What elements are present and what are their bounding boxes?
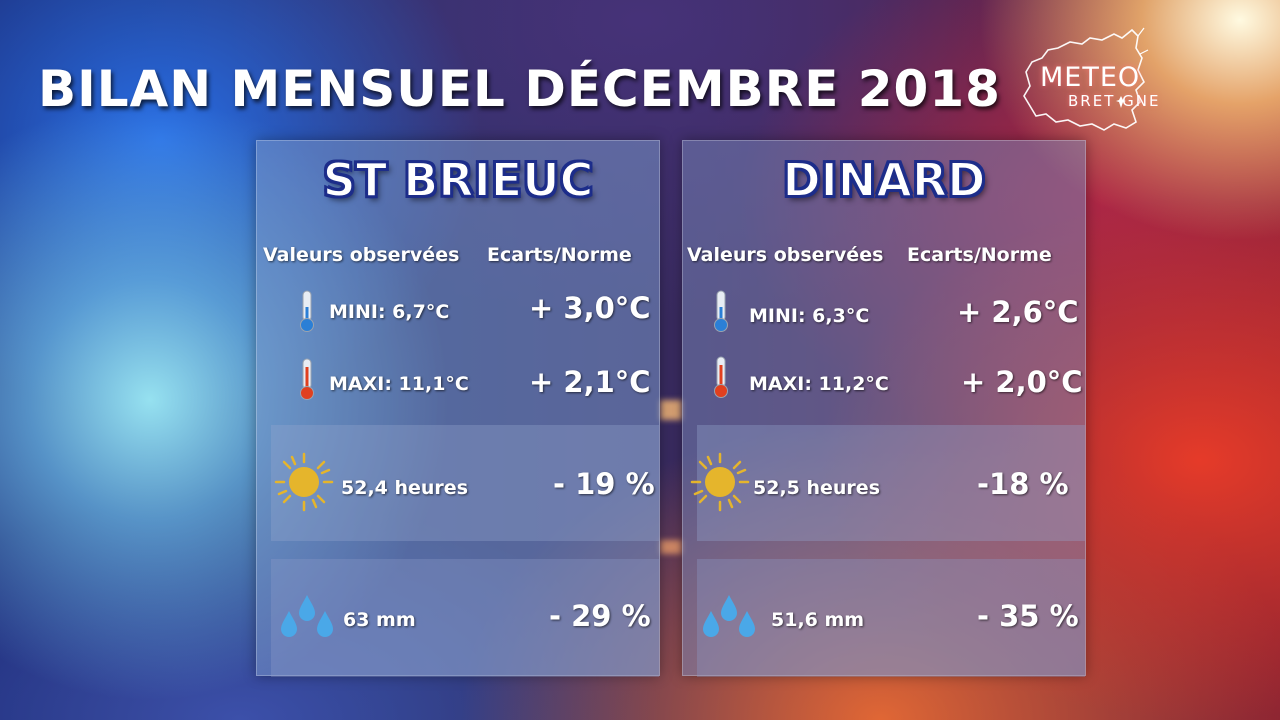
rainfall-value: 63 mm [343, 609, 416, 631]
max-temp-deviation: + 2,1°C [529, 365, 651, 399]
sunshine-value: 52,5 heures [753, 477, 880, 499]
max-temp-value: MAXI: 11,1°C [329, 373, 469, 395]
station-panel-st-brieuc: ST BRIEUC Valeurs observées Ecarts/Norme… [256, 140, 660, 677]
rainfall-deviation: - 35 % [977, 599, 1079, 633]
panel-band [697, 559, 1085, 677]
sunshine-deviation: - 19 % [553, 467, 655, 501]
thermometer-hot-icon [714, 356, 728, 398]
thermometer-cold-icon [714, 290, 728, 332]
background-glow [660, 400, 682, 420]
meteo-bretagne-logo: METEO BRET GNE [1018, 24, 1163, 136]
observed-values-header: Valeurs observées [263, 244, 460, 266]
rainfall-value: 51,6 mm [771, 609, 865, 631]
deviation-header: Ecarts/Norme [907, 244, 1052, 266]
sun-icon [274, 452, 334, 512]
logo-main-text: METEO [1040, 62, 1141, 93]
station-name: ST BRIEUC [322, 152, 595, 208]
panel-band [697, 425, 1085, 541]
deviation-header: Ecarts/Norme [487, 244, 632, 266]
sunshine-value: 52,4 heures [341, 477, 468, 499]
thermometer-hot-icon [300, 358, 314, 400]
observed-values-header: Valeurs observées [687, 244, 884, 266]
max-temp-value: MAXI: 11,2°C [749, 373, 889, 395]
panel-band [271, 559, 659, 677]
page-title: BILAN MENSUEL DÉCEMBRE 2018 [38, 60, 1001, 118]
sunshine-deviation: -18 % [977, 467, 1069, 501]
thermometer-cold-icon [300, 290, 314, 332]
min-temp-deviation: + 2,6°C [957, 295, 1079, 329]
min-temp-deviation: + 3,0°C [529, 291, 651, 325]
min-temp-value: MINI: 6,7°C [329, 301, 450, 323]
rainfall-deviation: - 29 % [549, 599, 651, 633]
station-panel-dinard: DINARD Valeurs observées Ecarts/Norme MI… [682, 140, 1086, 677]
min-temp-value: MINI: 6,3°C [749, 305, 870, 327]
max-temp-deviation: + 2,0°C [961, 365, 1083, 399]
logo-sub-text: BRET GNE [1068, 92, 1161, 110]
brittany-map-icon [1023, 27, 1149, 131]
ermine-icon [1116, 96, 1126, 108]
raindrops-icon [703, 595, 755, 637]
panel-band [271, 425, 659, 541]
raindrops-icon [281, 595, 333, 637]
station-name: DINARD [781, 152, 986, 208]
sun-icon [690, 452, 750, 512]
background-glow [660, 540, 682, 554]
